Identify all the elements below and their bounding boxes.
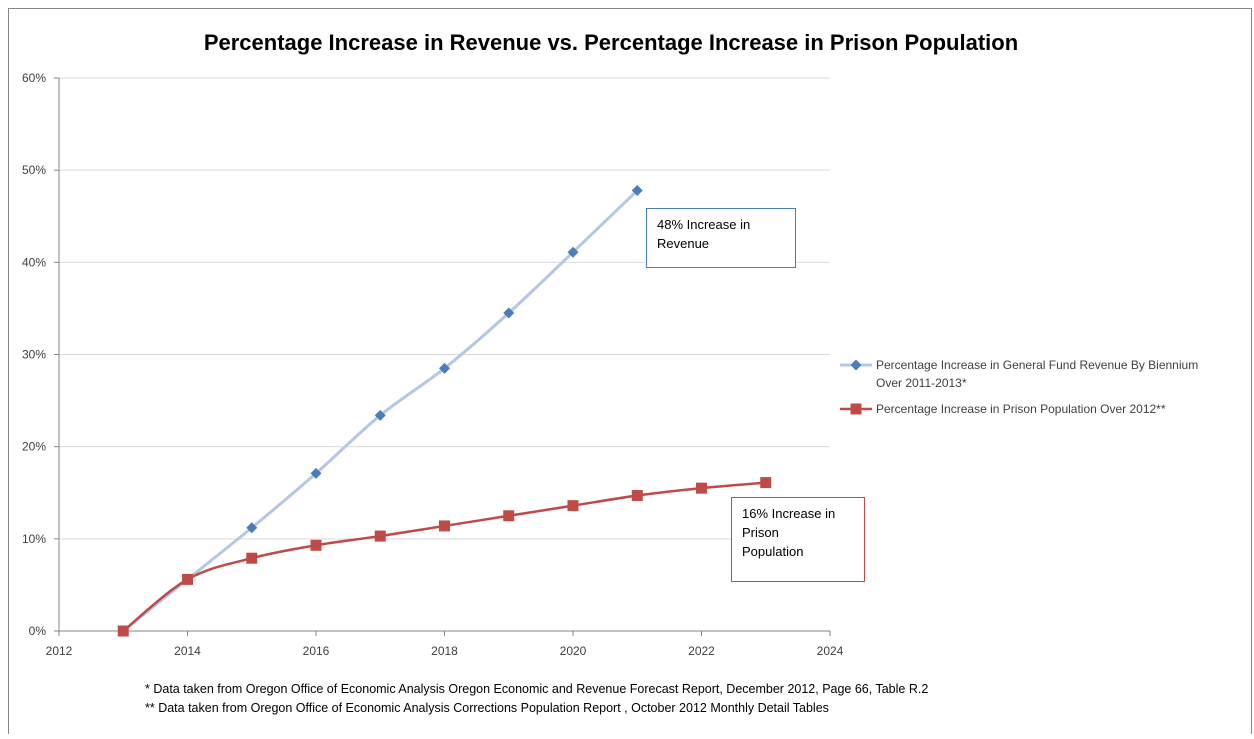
y-tick-label: 50% (22, 163, 46, 177)
series-2-point (246, 552, 258, 564)
x-tick-label: 2024 (817, 644, 844, 658)
series-1-point (439, 362, 450, 374)
legend-label-2: Percentage Increase in Prison Population… (876, 402, 1166, 416)
y-tick-label: 30% (22, 348, 46, 362)
legend-marker-1 (850, 359, 862, 371)
legend-label-1: Percentage Increase in General Fund Reve… (876, 358, 1198, 372)
y-tick-label: 20% (22, 440, 46, 454)
y-tick-label: 40% (22, 255, 46, 269)
annotation-box-1 (646, 208, 796, 268)
y-tick-label: 60% (22, 71, 46, 85)
series-1-point (567, 246, 579, 258)
gridlines (59, 77, 830, 540)
chart-frame (8, 8, 1252, 739)
y-tick-label: 10% (22, 532, 46, 546)
annotation-2-line: 16% Increase in (742, 506, 835, 521)
series-1-point (310, 467, 322, 479)
series-2-point (439, 520, 450, 532)
annotation-2-line: Population (742, 544, 803, 559)
x-tick-label: 2012 (46, 644, 73, 658)
series-1-point (374, 409, 386, 421)
x-tick-label: 2018 (431, 644, 458, 658)
series-2-point (503, 510, 515, 522)
axes (54, 77, 831, 636)
series-1-point (631, 184, 643, 196)
series-2-point (567, 500, 579, 512)
annotation-2-line: Prison (742, 525, 779, 540)
series-markers (117, 184, 772, 637)
legend: Percentage Increase in General Fund Reve… (840, 358, 1198, 416)
series-1-point (503, 307, 515, 319)
annotation-1-line: 48% Increase in (657, 217, 750, 232)
chart-title: Percentage Increase in Revenue vs. Perce… (204, 30, 1018, 55)
annotation-box-2 (731, 497, 865, 582)
series-2-line (122, 481, 766, 632)
annotations: 48% Increase in Revenue 16% Increase in Pri… (646, 208, 865, 582)
x-tick-labels: 2012 2014 2016 2018 2020 2022 2024 (46, 644, 844, 658)
legend-marker-2 (850, 403, 862, 415)
annotation-1-line: Revenue (657, 236, 709, 251)
series-1-point (246, 522, 258, 534)
series-2-point (631, 490, 643, 502)
x-tick-label: 2014 (174, 644, 201, 658)
footnote-2: ** Data taken from Oregon Office of Econ… (145, 701, 829, 715)
series-2-point (310, 539, 322, 551)
series-2-point (760, 477, 772, 489)
footnote-1: * Data taken from Oregon Office of Econo… (145, 682, 928, 696)
series-2-point (696, 482, 707, 494)
y-tick-label: 0% (29, 624, 47, 638)
series-2-point (374, 530, 386, 542)
x-tick-label: 2022 (688, 644, 715, 658)
legend-label-1: Over 2011-2013* (876, 376, 967, 390)
series-2-point (117, 625, 129, 637)
x-tick-label: 2020 (560, 644, 587, 658)
series-2-point (182, 573, 193, 585)
x-tick-label: 2016 (303, 644, 330, 658)
y-tick-labels: 0% 10% 20% 30% 40% 50% 60% (22, 71, 46, 638)
